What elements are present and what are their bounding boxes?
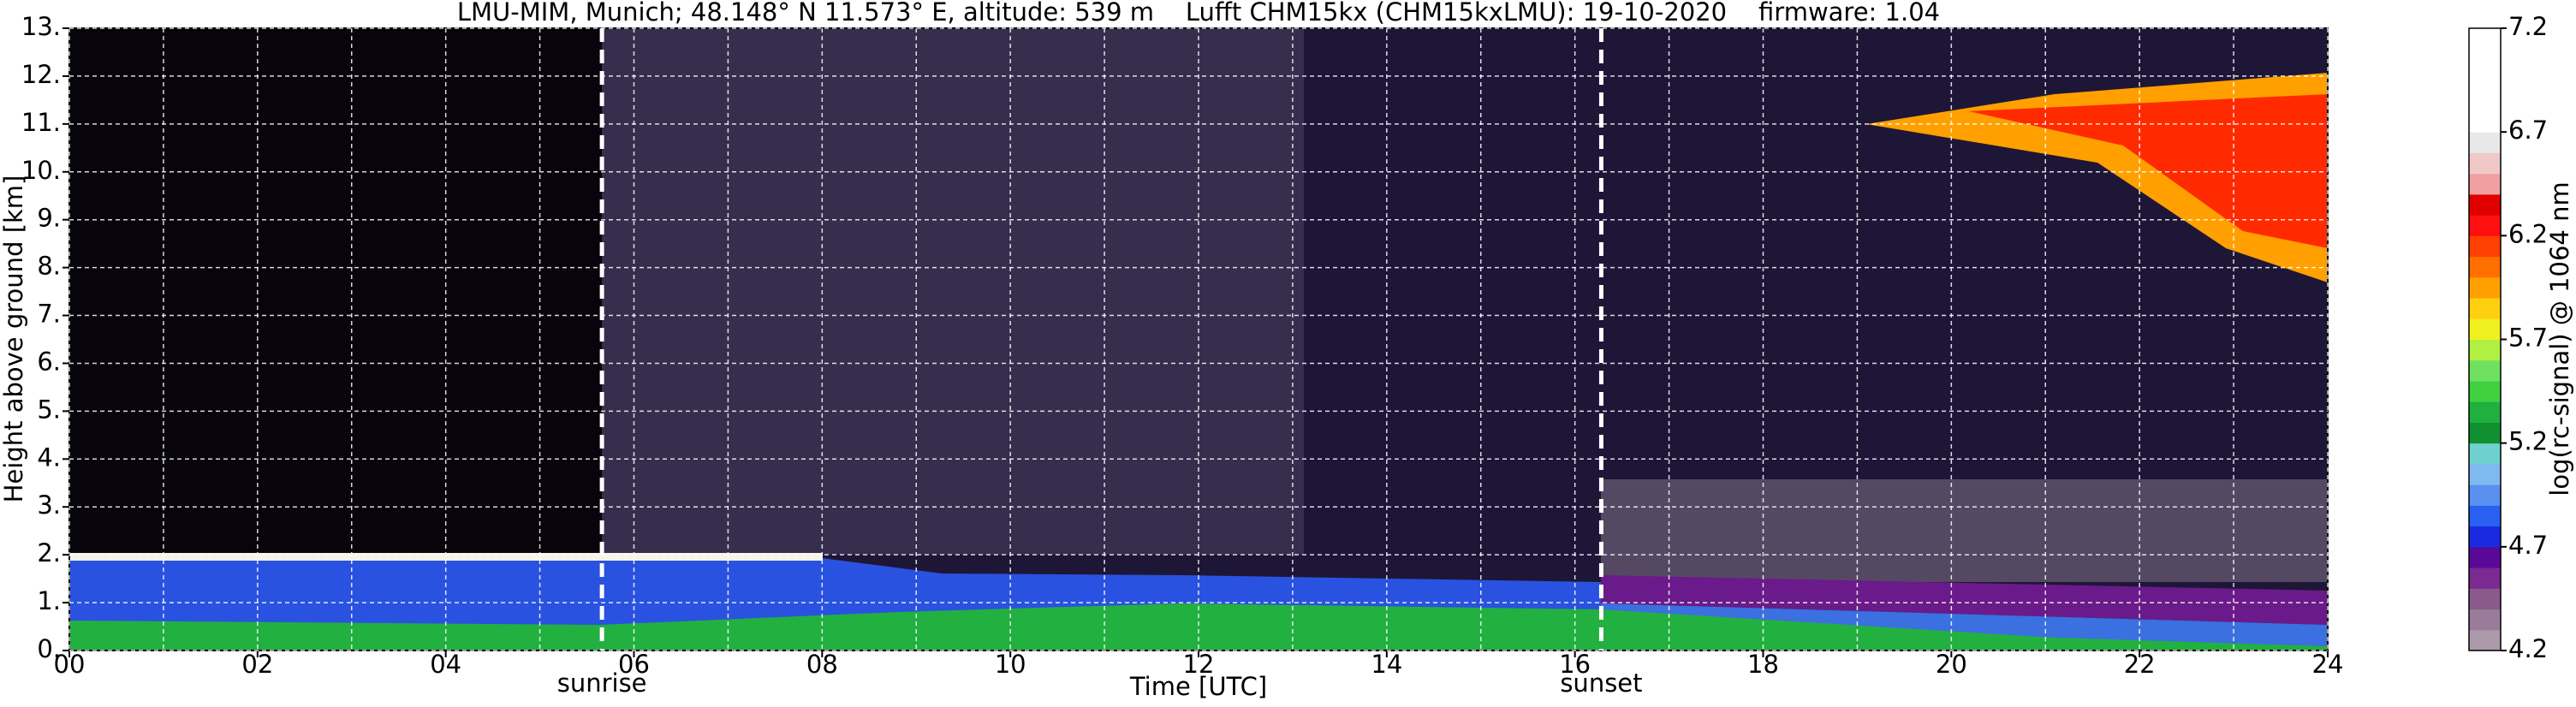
colorbar-level — [2469, 359, 2501, 382]
y-tick-label: 8. — [37, 252, 61, 281]
colorbar-level — [2469, 526, 2501, 548]
colorbar-level — [2469, 401, 2501, 423]
x-tick-label: 04 — [430, 650, 461, 679]
colorbar-level — [2469, 132, 2501, 153]
colorbar-level — [2469, 90, 2501, 112]
colorbar-level — [2469, 546, 2501, 568]
colorbar-tick-label: 5.2 — [2508, 427, 2548, 456]
x-axis-label: Time [UTC] — [1129, 672, 1267, 701]
colorbar-tick-label: 6.2 — [2508, 219, 2548, 248]
x-tick-label: 16 — [1559, 650, 1591, 679]
colorbar-label: log(rc-signal) @ 1064 nm — [2545, 181, 2574, 496]
colorbar-level — [2469, 339, 2501, 361]
y-tick-label: 12. — [21, 60, 61, 89]
colorbar-tick-label: 6.7 — [2508, 116, 2548, 145]
colorbar-level — [2469, 173, 2501, 195]
chart-title: LMU-MIM, Munich; 48.148° N 11.573° E, al… — [457, 0, 1940, 27]
colorbar-tick-label: 5.7 — [2508, 324, 2548, 353]
colorbar-level — [2469, 484, 2501, 506]
y-tick-label: 9. — [37, 204, 61, 233]
colorbar-level — [2469, 629, 2501, 651]
colorbar-tick-label: 4.7 — [2508, 531, 2548, 560]
y-tick-label: 4. — [37, 443, 61, 472]
colorbar-level — [2469, 28, 2501, 50]
colorbar-level — [2469, 215, 2501, 236]
y-tick-label: 6. — [37, 347, 61, 376]
x-tick-label: 00 — [54, 650, 86, 679]
purple-layer — [1601, 575, 2328, 625]
colorbar-level — [2469, 463, 2501, 485]
x-tick-label: 02 — [241, 650, 273, 679]
colorbar-level — [2469, 609, 2501, 631]
x-tick-label: 10 — [995, 650, 1026, 679]
colorbar-tick-label: 7.2 — [2508, 12, 2548, 41]
y-tick-label: 10. — [21, 156, 61, 185]
x-tick-label: 22 — [2124, 650, 2156, 679]
x-tick-label: 24 — [2312, 650, 2344, 679]
colorbar-tick-label: 4.2 — [2508, 634, 2548, 663]
x-tick-label: 18 — [1747, 650, 1779, 679]
colorbar-level — [2469, 567, 2501, 589]
x-tick-label: 20 — [1936, 650, 1967, 679]
colorbar-level — [2469, 152, 2501, 175]
colorbar-level — [2469, 588, 2501, 610]
noise-region — [602, 28, 1304, 555]
y-tick-label: 2. — [37, 538, 61, 567]
annotation-label: sunset — [1560, 668, 1642, 698]
colorbar-level — [2469, 318, 2501, 340]
x-tick-label: 14 — [1371, 650, 1402, 679]
x-tick-label: 08 — [806, 650, 838, 679]
x-tick-label: 06 — [618, 650, 650, 679]
colorbar-level — [2469, 49, 2501, 70]
y-axis-label: Height above ground [km] — [0, 175, 28, 503]
cloud — [1969, 94, 2328, 248]
colorbar-level — [2469, 276, 2501, 299]
x-tick-label: 12 — [1183, 650, 1215, 679]
y-tick-label: 7. — [37, 300, 61, 329]
y-tick-label: 1. — [37, 586, 61, 615]
colorbar-level — [2469, 69, 2501, 92]
annotation-label: sunrise — [557, 668, 647, 698]
noise-region — [1601, 479, 2328, 582]
colorbar-level — [2469, 110, 2501, 133]
y-tick-label: 13. — [21, 12, 61, 41]
colorbar-level — [2469, 505, 2501, 527]
y-tick-label: 0. — [37, 634, 61, 663]
colorbar-level — [2469, 256, 2501, 278]
y-tick-label: 3. — [37, 490, 61, 520]
y-tick-label: 5. — [37, 395, 61, 424]
colorbar-level — [2469, 235, 2501, 258]
colorbar-level — [2469, 380, 2501, 402]
colorbar-level — [2469, 422, 2501, 444]
colorbar-level — [2469, 193, 2501, 216]
y-tick-label: 11. — [21, 108, 61, 137]
dark-region — [69, 28, 602, 555]
layer-top — [69, 553, 823, 561]
colorbar-level — [2469, 298, 2501, 319]
colorbar-level — [2469, 443, 2501, 465]
